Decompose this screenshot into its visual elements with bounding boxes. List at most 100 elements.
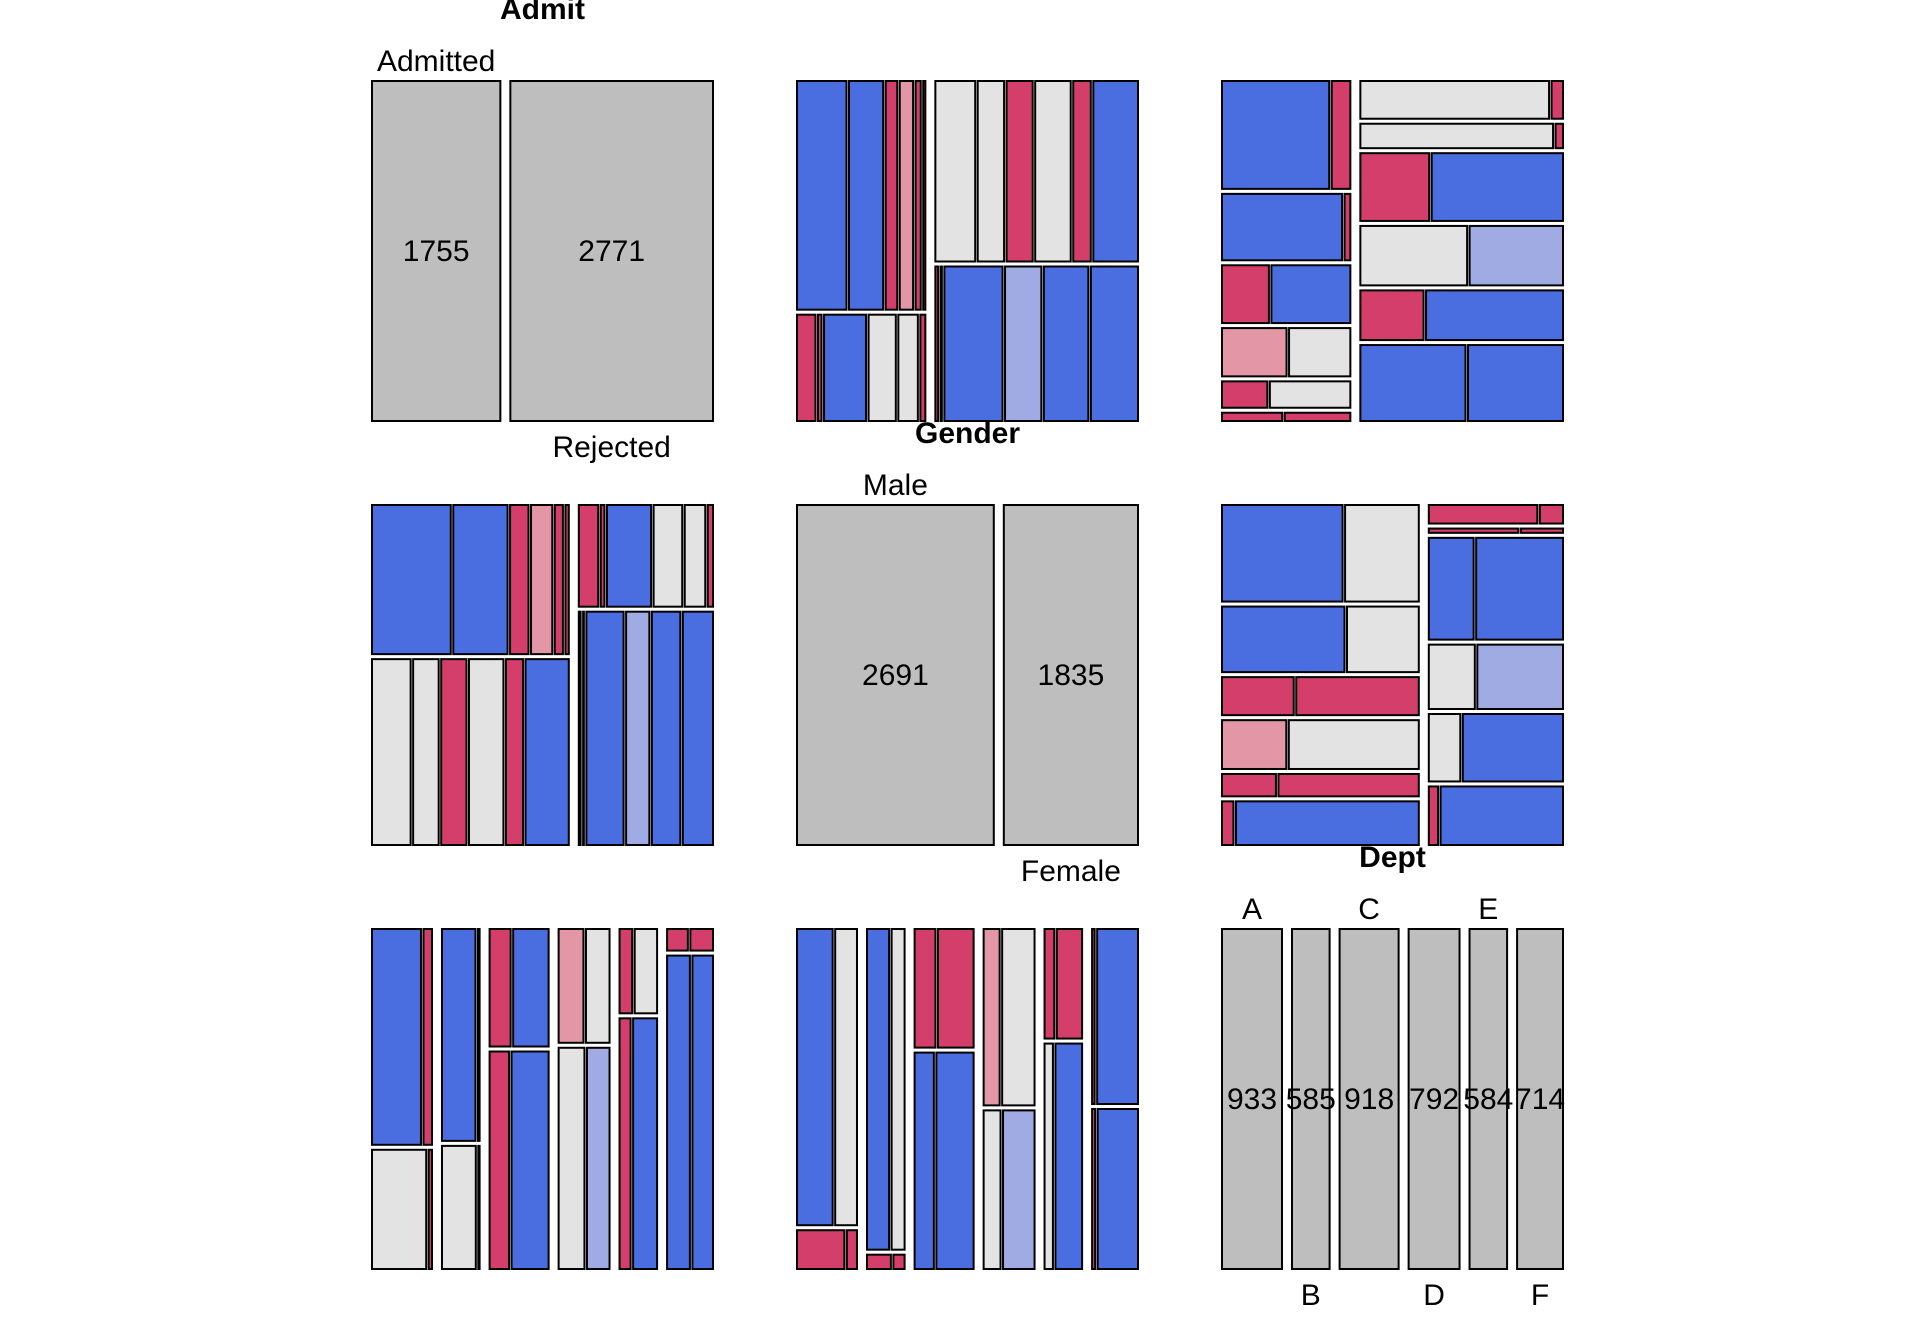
tile-admitted-male-c bbox=[1221, 264, 1270, 325]
tile-rejected-female-c bbox=[935, 1051, 975, 1270]
tile-rejected-female-b bbox=[582, 610, 585, 846]
tile-rejected-male-d bbox=[1287, 719, 1420, 770]
tile-admitted-female-f bbox=[689, 928, 714, 952]
tile-rejected-female-b bbox=[1554, 122, 1565, 150]
tile-rejected-female-d bbox=[1004, 265, 1043, 422]
tile-rejected-female-d bbox=[585, 1046, 611, 1271]
tile-admitted-male-e bbox=[1221, 772, 1277, 798]
panel-title-admit: Admit bbox=[500, 0, 585, 26]
value-label-female: 1835 bbox=[1038, 659, 1105, 692]
tile-rejected-female-a bbox=[1538, 504, 1564, 525]
value-label-f: 714 bbox=[1515, 1083, 1565, 1116]
panel-gender-admit bbox=[371, 504, 715, 847]
tile-admitted-female-e bbox=[1268, 380, 1352, 409]
tile-rejected-male-f bbox=[1234, 800, 1420, 847]
tile-rejected-male-f bbox=[1096, 928, 1140, 1106]
tile-rejected-male-a bbox=[934, 80, 977, 263]
tile-rejected-male-a bbox=[834, 928, 858, 1227]
tile-admitted-male-d bbox=[898, 80, 915, 311]
tile-admitted-female-d bbox=[1427, 643, 1476, 711]
tile-admitted-male-b bbox=[1221, 605, 1346, 674]
bar-admitted bbox=[371, 80, 502, 422]
tile-rejected-female-b bbox=[1519, 527, 1564, 534]
tile-rejected-female-e bbox=[1461, 713, 1565, 783]
panel-admit-dept bbox=[1221, 80, 1565, 422]
tile-rejected-female-d bbox=[625, 610, 651, 846]
tile-admitted-male-f bbox=[1221, 800, 1235, 847]
tile-admitted-male-a bbox=[1221, 80, 1331, 190]
tile-rejected-male-f bbox=[1092, 80, 1140, 263]
tile-admitted-female-b bbox=[599, 504, 606, 608]
tile-rejected-female-e bbox=[650, 610, 682, 846]
tile-admitted-male-d bbox=[982, 928, 1001, 1107]
tile-rejected-female-b bbox=[892, 1253, 906, 1271]
tile-admitted-male-c bbox=[509, 504, 530, 656]
tile-rejected-female-c bbox=[943, 265, 1004, 422]
tile-admitted-female-a bbox=[796, 1229, 846, 1270]
tile-admitted-male-a bbox=[1221, 504, 1344, 603]
tile-rejected-female-f bbox=[691, 954, 715, 1271]
value-label-e: 584 bbox=[1463, 1083, 1513, 1116]
tile-admitted-female-c bbox=[605, 504, 653, 608]
tile-rejected-male-c bbox=[1295, 676, 1420, 717]
tile-admitted-female-f bbox=[919, 313, 927, 422]
tile-rejected-male-e bbox=[1072, 80, 1092, 263]
tile-admitted-male-c bbox=[488, 928, 512, 1048]
tile-admitted-male-e bbox=[1043, 928, 1056, 1040]
tile-rejected-male-a bbox=[1344, 504, 1420, 603]
tile-admitted-female-d bbox=[867, 313, 897, 422]
tile-rejected-male-e bbox=[1055, 928, 1084, 1040]
tile-admitted-female-e bbox=[1427, 713, 1462, 783]
tile-rejected-male-c bbox=[488, 1050, 511, 1271]
tile-admitted-female-e bbox=[1043, 1042, 1054, 1271]
tile-rejected-female-b bbox=[939, 265, 943, 422]
tile-rejected-male-b bbox=[976, 80, 1006, 263]
tile-admitted-male-c bbox=[1221, 676, 1295, 717]
tile-admitted-female-b bbox=[1343, 192, 1352, 262]
tile-rejected-male-c bbox=[1359, 152, 1431, 222]
tile-rejected-male-f bbox=[524, 658, 570, 847]
tile-admitted-male-d bbox=[530, 504, 554, 656]
tile-rejected-male-e bbox=[504, 658, 524, 847]
tile-rejected-male-d bbox=[1359, 224, 1469, 287]
tile-admitted-male-a bbox=[796, 80, 848, 311]
tile-admitted-male-f bbox=[1221, 411, 1284, 422]
tile-admitted-female-a bbox=[1427, 504, 1539, 525]
tile-admitted-male-c bbox=[913, 928, 937, 1049]
tile-admitted-male-e bbox=[553, 504, 564, 656]
tile-rejected-male-c bbox=[440, 658, 468, 847]
tile-rejected-female-d bbox=[1002, 1109, 1036, 1270]
tile-rejected-female-a bbox=[577, 610, 582, 846]
tile-rejected-female-a bbox=[1550, 80, 1565, 120]
tile-rejected-male-b bbox=[1359, 122, 1555, 150]
bar-d bbox=[1407, 928, 1461, 1270]
value-label-a: 933 bbox=[1227, 1083, 1277, 1116]
bar-b bbox=[1290, 928, 1331, 1270]
tile-admitted-female-c bbox=[1270, 264, 1352, 325]
panel-dept-admit bbox=[371, 928, 715, 1271]
tile-rejected-male-e bbox=[1277, 772, 1420, 798]
tile-rejected-female-c bbox=[1475, 536, 1565, 641]
tile-admitted-male-e bbox=[914, 80, 922, 311]
tile-admitted-female-e bbox=[897, 313, 919, 422]
tile-admitted-male-d bbox=[1221, 719, 1288, 770]
panel-title-dept: Dept bbox=[1359, 841, 1426, 874]
tile-admitted-female-a bbox=[796, 313, 817, 422]
tile-admitted-male-e bbox=[1221, 380, 1269, 409]
value-label-d: 792 bbox=[1409, 1083, 1459, 1116]
category-label-female: Female bbox=[1021, 855, 1121, 888]
panel-admit-admit: Admit 1755 Admitted 2771 Rejected bbox=[371, 0, 714, 464]
tile-rejected-female-f bbox=[1089, 265, 1139, 422]
tile-admitted-female-f bbox=[1091, 1108, 1097, 1271]
tile-rejected-female-a bbox=[845, 1229, 858, 1270]
panel-dept-dept: Dept 933 A 585 B 918 C 792 D 584 E 714 F bbox=[1221, 841, 1565, 1312]
panel-gender-dept bbox=[1221, 504, 1565, 847]
tile-admitted-female-e bbox=[683, 504, 707, 608]
panel-admit-gender bbox=[796, 80, 1140, 422]
tile-rejected-male-b bbox=[412, 658, 440, 847]
tile-admitted-male-b bbox=[1221, 192, 1344, 262]
tile-admitted-female-a bbox=[1330, 80, 1352, 190]
category-label-d: D bbox=[1423, 1279, 1445, 1312]
tile-admitted-female-f bbox=[1283, 411, 1352, 422]
